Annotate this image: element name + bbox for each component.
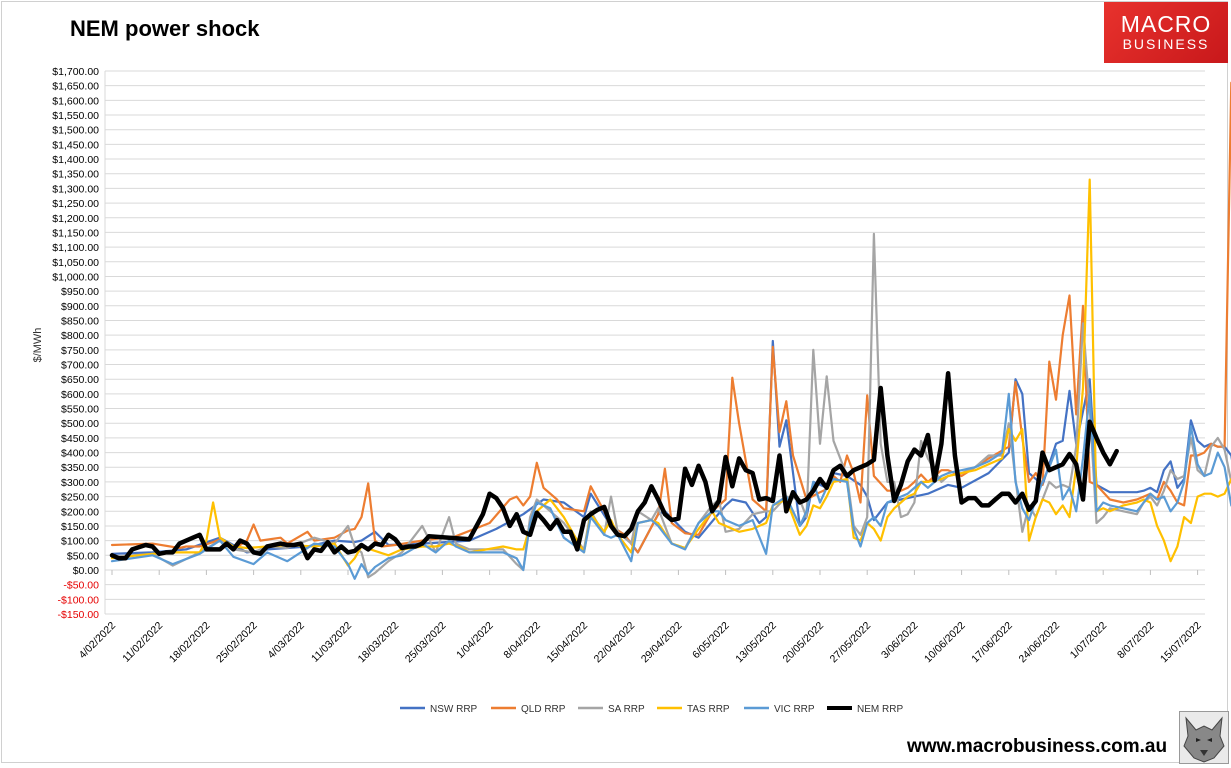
website-url[interactable]: www.macrobusiness.com.au [907, 736, 1168, 757]
y-tick-label: $800.00 [61, 330, 99, 342]
chart-grid [104, 70, 1205, 615]
y-tick-label: $850.00 [61, 315, 99, 327]
chart-title: NEM power shock [70, 16, 260, 41]
y-tick-label: $100.00 [61, 536, 99, 548]
x-tick-label: 11/02/2022 [120, 620, 165, 665]
y-tick-label: $450.00 [61, 433, 99, 445]
x-tick-label: 27/05/2022 [828, 620, 874, 666]
y-tick-label: $400.00 [61, 448, 99, 460]
y-tick-label: $300.00 [61, 477, 99, 489]
legend-label: SA RRP [608, 704, 645, 715]
y-tick-label: $500.00 [61, 418, 99, 430]
x-tick-label: 13/05/2022 [733, 620, 779, 666]
y-tick-label: $1,150.00 [52, 227, 99, 239]
y-tick-label: -$100.00 [58, 594, 100, 606]
series-line [110, 178, 1231, 567]
y-tick-label: -$150.00 [58, 609, 100, 621]
y-tick-label: $650.00 [61, 374, 99, 386]
macrobusiness-logo: MACRO BUSINESS [1104, 2, 1228, 63]
x-tick-label: 10/06/2022 [922, 620, 968, 666]
y-tick-label: $600.00 [61, 389, 99, 401]
x-tick-label: 20/05/2022 [780, 620, 826, 666]
x-tick-label: 15/04/2022 [544, 620, 590, 666]
y-tick-label: $0.00 [73, 565, 99, 577]
x-tick-label: 4/03/2022 [265, 620, 307, 662]
y-tick-label: -$50.00 [63, 580, 99, 592]
y-tick-label: $1,450.00 [52, 139, 99, 151]
y-axis-label: $/MWh [32, 328, 44, 363]
chart-series [109, 81, 1231, 580]
y-tick-label: $1,050.00 [52, 257, 99, 269]
logo-line-2: BUSINESS [1122, 36, 1210, 52]
y-tick-label: $1,700.00 [52, 66, 99, 78]
series-line [110, 392, 1231, 580]
series-line [110, 339, 1231, 555]
wolf-icon [1179, 711, 1229, 764]
y-tick-label: $1,600.00 [52, 95, 99, 107]
y-tick-label: $1,250.00 [52, 198, 99, 210]
x-tick-label: 4/02/2022 [77, 620, 119, 662]
x-tick-label: 6/05/2022 [690, 620, 732, 662]
series-line [109, 371, 1119, 561]
x-tick-label: 15/07/2022 [1158, 620, 1204, 666]
x-tick-label: 3/06/2022 [879, 620, 921, 662]
x-tick-label: 25/03/2022 [403, 620, 449, 666]
y-tick-label: $1,550.00 [52, 110, 99, 122]
y-axis: $1,700.00 $1,650.00 $1,600.00 $1,550.00 $1,5… [52, 66, 99, 621]
series-line [110, 81, 1231, 554]
y-tick-label: $350.00 [61, 462, 99, 474]
y-tick-label: $1,500.00 [52, 125, 99, 137]
x-tick-label: 1/07/2022 [1068, 620, 1110, 662]
legend-label: NEM RRP [857, 704, 903, 715]
y-tick-label: $750.00 [61, 345, 99, 357]
y-tick-label: $1,350.00 [52, 169, 99, 181]
chart-legend: NSW RRP QLD RRP SA RRP TAS RRP VIC RRP NEM RR… [400, 704, 903, 715]
y-tick-label: $550.00 [61, 404, 99, 416]
x-tick-label: 17/06/2022 [969, 620, 1015, 666]
y-tick-label: $50.00 [67, 550, 99, 562]
logo-line-1: MACRO [1120, 11, 1212, 37]
x-tick-label: 8/04/2022 [501, 620, 543, 662]
legend-label: VIC RRP [774, 704, 815, 715]
y-tick-label: $1,200.00 [52, 213, 99, 225]
x-tick-label: 1/04/2022 [454, 620, 496, 662]
y-tick-label: $1,000.00 [52, 271, 99, 283]
legend-label: NSW RRP [430, 704, 478, 715]
x-tick-label: 18/02/2022 [167, 620, 213, 666]
x-tick-label: 29/04/2022 [639, 620, 685, 666]
legend-label: QLD RRP [521, 704, 566, 715]
legend-label: TAS RRP [687, 704, 730, 715]
x-tick-label: 25/02/2022 [214, 620, 260, 666]
x-tick-label: 24/06/2022 [1016, 620, 1062, 666]
x-tick-label: 22/04/2022 [592, 620, 638, 666]
y-tick-label: $950.00 [61, 286, 99, 298]
y-tick-label: $1,650.00 [52, 81, 99, 93]
y-tick-label: $1,100.00 [52, 242, 99, 254]
y-tick-label: $700.00 [61, 360, 99, 372]
x-tick-label: 18/03/2022 [356, 620, 402, 666]
y-tick-label: $1,300.00 [52, 183, 99, 195]
x-tick-label: 8/07/2022 [1115, 620, 1157, 662]
y-tick-label: $200.00 [61, 506, 99, 518]
y-tick-label: $250.00 [61, 492, 99, 504]
y-tick-label: $150.00 [61, 521, 99, 533]
y-tick-label: $1,400.00 [52, 154, 99, 166]
y-tick-label: $900.00 [61, 301, 99, 313]
x-tick-label: 11/03/2022 [309, 620, 354, 665]
